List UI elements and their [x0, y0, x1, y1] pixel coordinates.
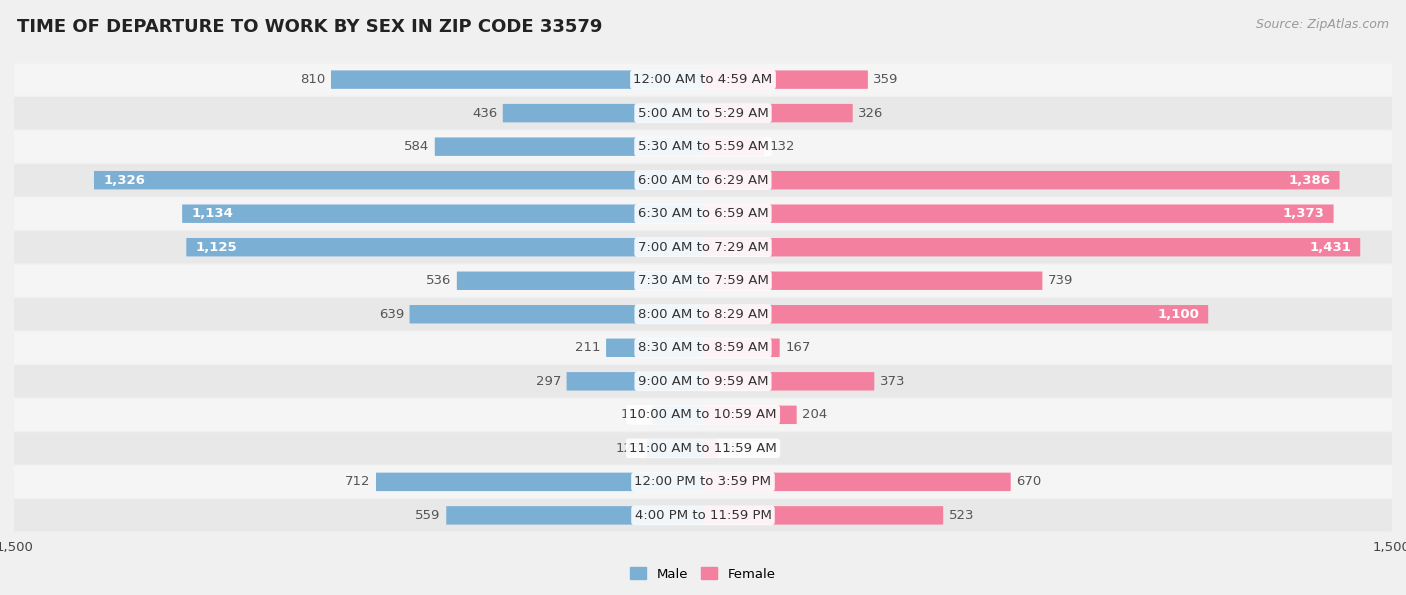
- FancyBboxPatch shape: [14, 466, 1392, 498]
- FancyBboxPatch shape: [14, 164, 1392, 196]
- FancyBboxPatch shape: [14, 399, 1392, 431]
- Text: 1,326: 1,326: [103, 174, 145, 187]
- Text: 712: 712: [344, 475, 370, 488]
- FancyBboxPatch shape: [14, 265, 1392, 297]
- Text: 1,125: 1,125: [195, 241, 238, 253]
- FancyBboxPatch shape: [14, 432, 1392, 465]
- FancyBboxPatch shape: [14, 198, 1392, 230]
- Text: 373: 373: [880, 375, 905, 388]
- FancyBboxPatch shape: [652, 406, 703, 424]
- Text: 32: 32: [723, 442, 740, 455]
- Text: 7:00 AM to 7:29 AM: 7:00 AM to 7:29 AM: [638, 241, 768, 253]
- FancyBboxPatch shape: [703, 137, 763, 156]
- FancyBboxPatch shape: [703, 439, 717, 458]
- Text: 111: 111: [621, 408, 647, 421]
- FancyBboxPatch shape: [14, 130, 1392, 163]
- Text: 11:00 AM to 11:59 AM: 11:00 AM to 11:59 AM: [628, 442, 778, 455]
- Text: 7:30 AM to 7:59 AM: 7:30 AM to 7:59 AM: [637, 274, 769, 287]
- FancyBboxPatch shape: [606, 339, 703, 357]
- FancyBboxPatch shape: [703, 171, 1340, 189]
- FancyBboxPatch shape: [14, 64, 1392, 96]
- Text: Source: ZipAtlas.com: Source: ZipAtlas.com: [1256, 18, 1389, 31]
- Text: 810: 810: [301, 73, 325, 86]
- FancyBboxPatch shape: [14, 231, 1392, 264]
- FancyBboxPatch shape: [409, 305, 703, 324]
- FancyBboxPatch shape: [94, 171, 703, 189]
- FancyBboxPatch shape: [186, 238, 703, 256]
- Text: 10:00 AM to 10:59 AM: 10:00 AM to 10:59 AM: [630, 408, 776, 421]
- Text: 167: 167: [785, 342, 811, 354]
- Text: 204: 204: [803, 408, 828, 421]
- FancyBboxPatch shape: [567, 372, 703, 390]
- FancyBboxPatch shape: [14, 298, 1392, 330]
- Text: 5:00 AM to 5:29 AM: 5:00 AM to 5:29 AM: [638, 107, 768, 120]
- FancyBboxPatch shape: [330, 70, 703, 89]
- Text: TIME OF DEPARTURE TO WORK BY SEX IN ZIP CODE 33579: TIME OF DEPARTURE TO WORK BY SEX IN ZIP …: [17, 18, 602, 36]
- Text: 1,386: 1,386: [1288, 174, 1330, 187]
- FancyBboxPatch shape: [14, 365, 1392, 397]
- FancyBboxPatch shape: [503, 104, 703, 123]
- FancyBboxPatch shape: [703, 372, 875, 390]
- Text: 359: 359: [873, 73, 898, 86]
- FancyBboxPatch shape: [183, 205, 703, 223]
- FancyBboxPatch shape: [703, 271, 1042, 290]
- Text: 6:00 AM to 6:29 AM: 6:00 AM to 6:29 AM: [638, 174, 768, 187]
- Text: 739: 739: [1047, 274, 1073, 287]
- Text: 1,373: 1,373: [1282, 207, 1324, 220]
- FancyBboxPatch shape: [703, 70, 868, 89]
- FancyBboxPatch shape: [375, 472, 703, 491]
- Text: 559: 559: [415, 509, 440, 522]
- FancyBboxPatch shape: [14, 331, 1392, 364]
- Text: 1,100: 1,100: [1157, 308, 1199, 321]
- FancyBboxPatch shape: [14, 97, 1392, 129]
- FancyBboxPatch shape: [703, 506, 943, 525]
- Text: 1,134: 1,134: [191, 207, 233, 220]
- FancyBboxPatch shape: [446, 506, 703, 525]
- Text: 5:30 AM to 5:59 AM: 5:30 AM to 5:59 AM: [637, 140, 769, 153]
- FancyBboxPatch shape: [703, 205, 1334, 223]
- Legend: Male, Female: Male, Female: [626, 562, 780, 586]
- Text: 12:00 PM to 3:59 PM: 12:00 PM to 3:59 PM: [634, 475, 772, 488]
- FancyBboxPatch shape: [703, 104, 852, 123]
- Text: 670: 670: [1017, 475, 1042, 488]
- Text: 297: 297: [536, 375, 561, 388]
- Text: 132: 132: [769, 140, 794, 153]
- Text: 211: 211: [575, 342, 600, 354]
- FancyBboxPatch shape: [703, 406, 797, 424]
- Text: 523: 523: [949, 509, 974, 522]
- Text: 6:30 AM to 6:59 AM: 6:30 AM to 6:59 AM: [638, 207, 768, 220]
- Text: 436: 436: [472, 107, 498, 120]
- FancyBboxPatch shape: [703, 305, 1208, 324]
- FancyBboxPatch shape: [14, 499, 1392, 531]
- FancyBboxPatch shape: [434, 137, 703, 156]
- Text: 9:00 AM to 9:59 AM: 9:00 AM to 9:59 AM: [638, 375, 768, 388]
- FancyBboxPatch shape: [703, 339, 780, 357]
- Text: 8:00 AM to 8:29 AM: 8:00 AM to 8:29 AM: [638, 308, 768, 321]
- Text: 1,431: 1,431: [1309, 241, 1351, 253]
- Text: 584: 584: [404, 140, 429, 153]
- FancyBboxPatch shape: [457, 271, 703, 290]
- Text: 8:30 AM to 8:59 AM: 8:30 AM to 8:59 AM: [638, 342, 768, 354]
- FancyBboxPatch shape: [647, 439, 703, 458]
- Text: 12:00 AM to 4:59 AM: 12:00 AM to 4:59 AM: [634, 73, 772, 86]
- Text: 326: 326: [858, 107, 883, 120]
- Text: 536: 536: [426, 274, 451, 287]
- FancyBboxPatch shape: [703, 472, 1011, 491]
- Text: 123: 123: [616, 442, 641, 455]
- FancyBboxPatch shape: [703, 238, 1360, 256]
- Text: 4:00 PM to 11:59 PM: 4:00 PM to 11:59 PM: [634, 509, 772, 522]
- Text: 639: 639: [378, 308, 404, 321]
